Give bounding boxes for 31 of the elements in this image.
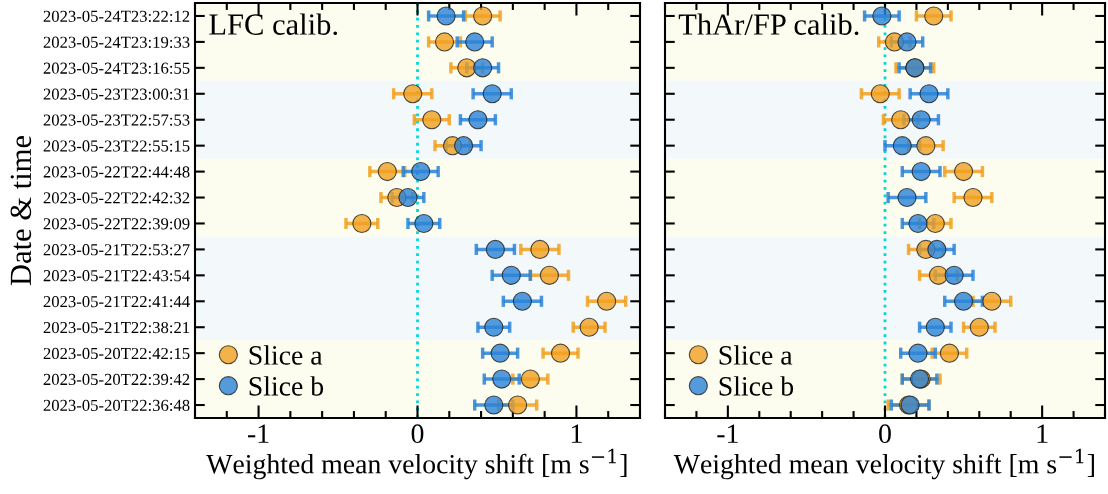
x-tick-label: -1 (717, 424, 738, 443)
legend-label: Slice a (249, 345, 323, 365)
y-tick-label: 2023-05-24T23:16:55 (43, 62, 190, 74)
y-axis-title: Date & time (10, 136, 32, 286)
y-tick-label: 2023-05-24T23:19:33 (43, 36, 190, 48)
y-tick-label: 2023-05-24T23:22:12 (43, 10, 190, 22)
legend-label: Slice b (719, 376, 794, 396)
x-axis-title: Weighted mean velocity shift [m s$^{−1}$] (206, 448, 627, 480)
x-tick-label: 0 (411, 424, 424, 444)
annotation: LFC calib. (209, 13, 338, 36)
y-tick-label: 2023-05-20T22:42:15 (43, 347, 190, 360)
x-tick-label: 0 (879, 424, 891, 444)
legend-label: Slice b (249, 376, 324, 396)
y-tick-label: 2023-05-23T22:55:15 (43, 140, 190, 152)
y-tick-label: 2023-05-20T22:36:48 (43, 399, 190, 412)
y-tick-label: 2023-05-21T22:53:27 (43, 244, 190, 256)
y-tick-label: 2023-05-23T22:57:53 (43, 114, 190, 126)
y-tick-label: 2023-05-22T22:42:32 (43, 192, 190, 204)
y-tick-label: 2023-05-22T22:39:09 (43, 218, 190, 230)
x-tick-label: 1 (1037, 424, 1048, 443)
x-tick-label: -1 (248, 424, 269, 443)
y-tick-label: 2023-05-21T22:41:44 (43, 295, 190, 308)
y-tick-label: 2023-05-20T22:39:42 (43, 373, 190, 386)
y-tick-label: 2023-05-23T23:00:31 (43, 88, 190, 100)
y-tick-label: 2023-05-21T22:43:54 (43, 270, 190, 282)
legend-label: Slice a (719, 345, 793, 365)
y-tick-label: 2023-05-22T22:44:48 (43, 166, 190, 178)
x-tick-label: 1 (571, 424, 582, 443)
x-axis-title: Weighted mean velocity shift [m s$^{−1}$] (673, 448, 1094, 480)
annotation: ThAr/FP calib. (678, 13, 859, 36)
y-tick-label: 2023-05-21T22:38:21 (43, 321, 190, 334)
